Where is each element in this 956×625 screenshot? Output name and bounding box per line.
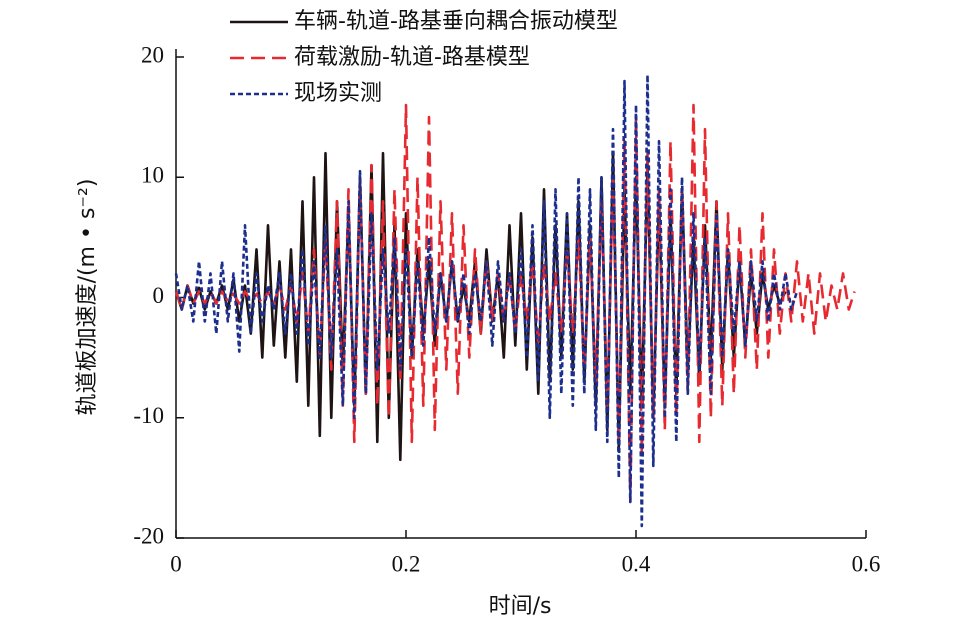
series-line	[174, 73, 799, 528]
legend-label: 现场实测	[294, 81, 382, 106]
x-tick-label: 0.6	[852, 551, 881, 576]
y-tick-label: 0	[153, 283, 165, 308]
y-tick-label: 20	[141, 42, 164, 67]
x-tick-label: 0	[170, 551, 182, 576]
legend-label: 荷载激励-轨道-路基模型	[294, 45, 530, 70]
x-tick-label: 0.4	[622, 551, 651, 576]
y-tick-label: -10	[133, 403, 164, 428]
x-axis-label: 时间/s	[489, 594, 552, 619]
series-line	[174, 151, 787, 462]
x-tick-label: 0.2	[392, 551, 421, 576]
y-axis-label: 轨道板加速度/(m • s⁻²)	[75, 179, 100, 416]
y-tick-label: 10	[141, 163, 164, 188]
y-tick-label: -20	[133, 523, 164, 548]
legend-label: 车辆-轨道-路基垂向耦合振动模型	[294, 9, 618, 34]
